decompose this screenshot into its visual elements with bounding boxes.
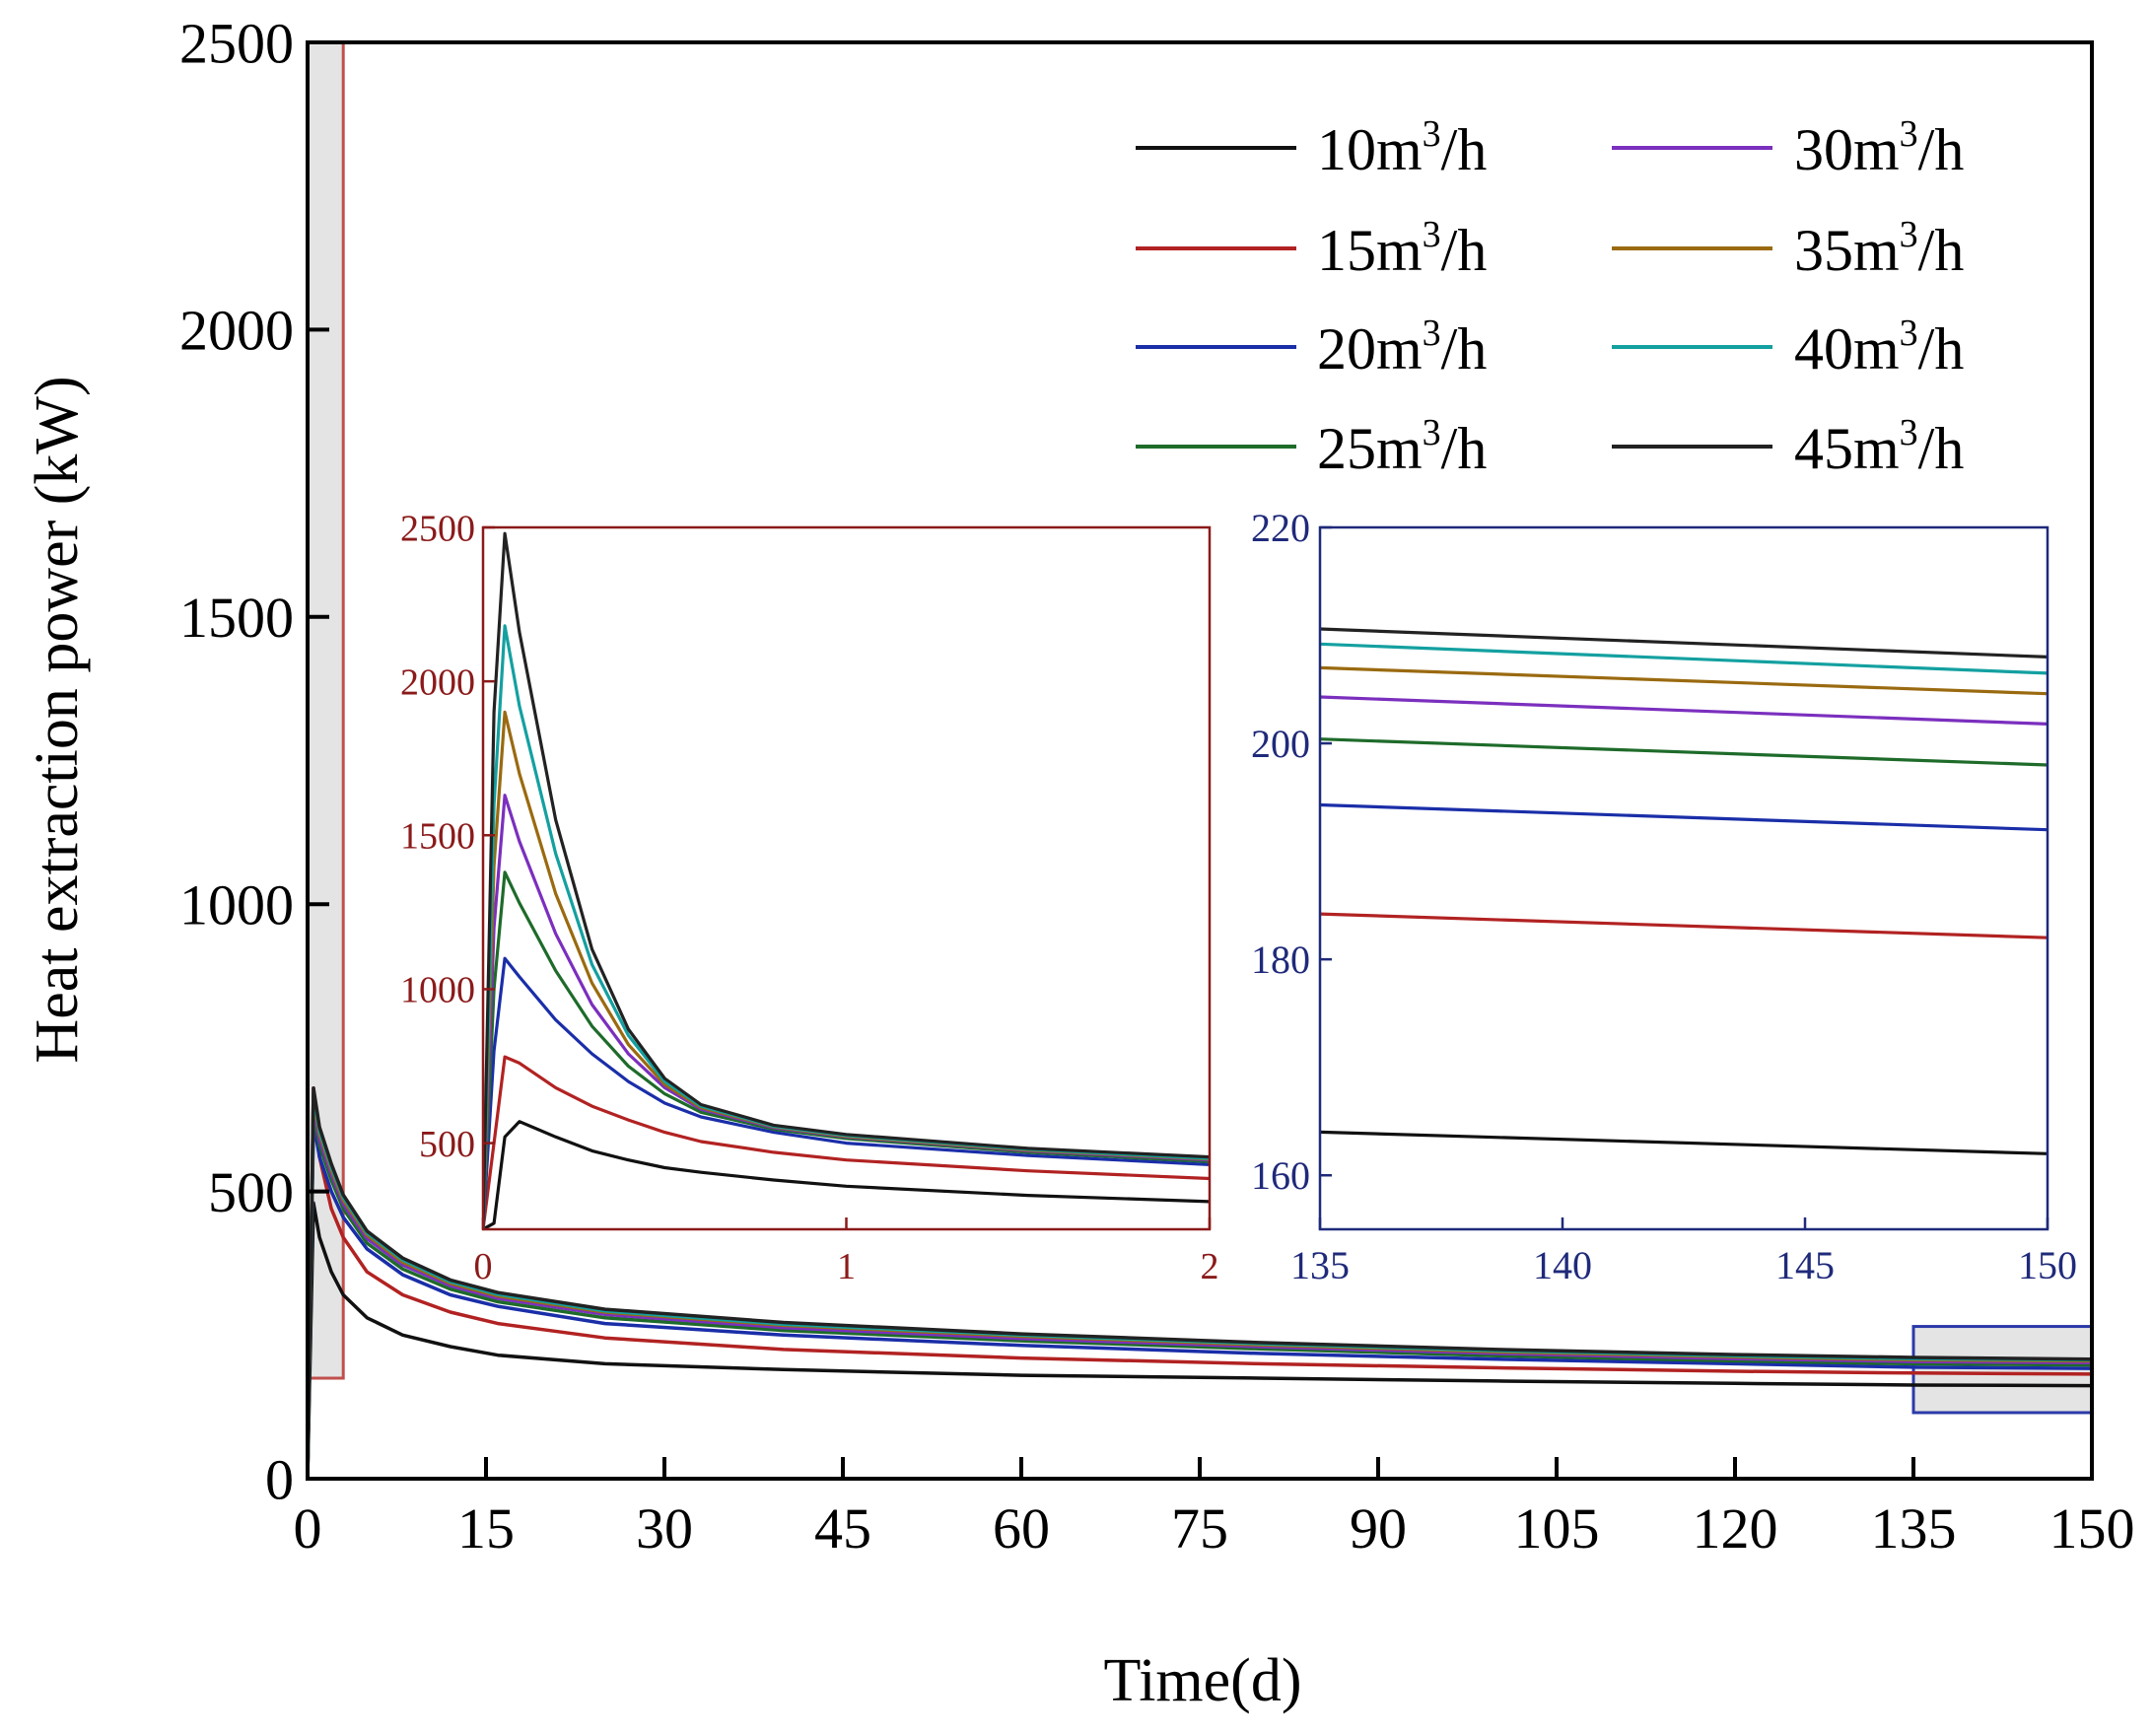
legend-item-30: 30m3/h	[1612, 113, 1964, 182]
x-tick-label: 90	[1350, 1496, 1407, 1561]
x-tick-label: 120	[1693, 1496, 1778, 1561]
legend-value: 15m	[1317, 218, 1423, 283]
plot-frame	[1318, 525, 2049, 1231]
legend-label: 45m3/h	[1794, 412, 1964, 481]
legend-item-35: 35m3/h	[1612, 214, 1964, 283]
legend-item-45: 45m3/h	[1612, 412, 1964, 481]
y-tick-label: 220	[1251, 506, 1310, 550]
x-tick-label: 75	[1171, 1496, 1228, 1561]
legend-sup: 3	[1900, 412, 1918, 453]
series-line-10m3-per-h	[308, 1201, 2092, 1479]
legend-value: 30m	[1794, 117, 1900, 182]
x-tick-label: 45	[814, 1496, 871, 1561]
legend-sup: 3	[1423, 214, 1441, 255]
legend-sup: 3	[1423, 113, 1441, 155]
y-tick-label: 2000	[179, 299, 294, 363]
x-tick-label: 0	[474, 1246, 493, 1287]
x-tick-label: 135	[1871, 1496, 1957, 1561]
series-group	[483, 531, 1210, 1229]
series-line-20m3-per-h	[308, 1120, 2092, 1479]
y-tick-label: 2000	[400, 661, 475, 703]
legend-label: 30m3/h	[1794, 113, 1964, 182]
y-tick-label: 2500	[179, 11, 294, 75]
x-tick-label: 15	[457, 1496, 515, 1561]
series-line-15m3-per-h	[1320, 912, 2048, 939]
legend-unit: /h	[1918, 416, 1965, 481]
x-tick-label: 150	[2018, 1243, 2077, 1287]
y-axis-title: Heat extraction power (kW)	[24, 376, 91, 1063]
x-tick-label: 145	[1775, 1243, 1835, 1287]
legend: 10m3/h15m3/h20m3/h25m3/h30m3/h35m3/h40m3…	[1136, 113, 1964, 481]
x-tick-label: 150	[2049, 1496, 2135, 1561]
legend-item-25: 25m3/h	[1136, 412, 1487, 481]
y-tick-label: 500	[419, 1124, 475, 1165]
series-line-30m3-per-h	[1320, 695, 2048, 726]
legend-value: 45m	[1794, 416, 1900, 481]
legend-label: 10m3/h	[1317, 113, 1487, 182]
legend-value: 10m	[1317, 117, 1423, 182]
series-line-40m3-per-h	[1320, 642, 2048, 675]
series-line-35m3-per-h	[1320, 665, 2048, 696]
plot-area	[483, 527, 1210, 1229]
series-line-45m3-per-h	[1320, 627, 2048, 659]
series-line-45m3-per-h	[483, 531, 1210, 1229]
x-tick-label: 60	[993, 1496, 1050, 1561]
x-tick-label: 1	[837, 1246, 856, 1287]
series-group	[1320, 627, 2048, 1155]
x-tick-label: 135	[1290, 1243, 1350, 1287]
legend-unit: /h	[1441, 218, 1488, 283]
legend-label: 25m3/h	[1317, 412, 1487, 481]
x-tick-label: 2	[1201, 1246, 1219, 1287]
legend-label: 35m3/h	[1794, 214, 1964, 283]
legend-label: 15m3/h	[1317, 214, 1487, 283]
series-line-10m3-per-h	[483, 1120, 1210, 1229]
x-tick-label: 105	[1514, 1496, 1600, 1561]
series-line-20m3-per-h	[483, 956, 1210, 1229]
y-tick-label: 1000	[400, 970, 475, 1011]
legend-unit: /h	[1918, 117, 1965, 182]
x-tick-label: 30	[636, 1496, 693, 1561]
y-tick-label: 1000	[179, 873, 294, 937]
legend-sup: 3	[1900, 113, 1918, 155]
x-tick-label: 140	[1533, 1243, 1592, 1287]
x-axis-title: Time(d)	[1104, 1647, 1302, 1714]
series-line-20m3-per-h	[1320, 802, 2048, 832]
legend-item-20: 20m3/h	[1136, 312, 1487, 382]
legend-unit: /h	[1918, 218, 1965, 283]
legend-value: 25m	[1317, 416, 1423, 481]
series-line-15m3-per-h	[483, 1055, 1210, 1229]
y-tick-label: 200	[1251, 722, 1310, 766]
legend-unit: /h	[1441, 117, 1488, 182]
inset-late-chart: 135 140 145 150 160 180 200 220	[1251, 506, 2077, 1287]
legend-value: 40m	[1794, 316, 1900, 382]
legend-sup: 3	[1423, 312, 1441, 354]
legend-value: 35m	[1794, 218, 1900, 283]
legend-unit: /h	[1441, 316, 1488, 382]
series-line-25m3-per-h	[308, 1109, 2092, 1479]
series-line-45m3-per-h	[308, 1085, 2092, 1479]
y-tick-label: 1500	[179, 586, 294, 650]
y-tick-label: 180	[1251, 937, 1310, 982]
legend-item-10: 10m3/h	[1136, 113, 1487, 182]
x-tick-label: 0	[294, 1496, 322, 1561]
legend-sup: 3	[1900, 312, 1918, 354]
y-tick-label: 500	[208, 1160, 294, 1224]
series-line-10m3-per-h	[1320, 1130, 2048, 1155]
y-tick-label: 1500	[400, 816, 475, 858]
series-line-25m3-per-h	[1320, 737, 2048, 767]
legend-sup: 3	[1423, 412, 1441, 453]
y-tick-label: 2500	[400, 508, 475, 549]
y-tick-label: 0	[265, 1447, 294, 1511]
legend-unit: /h	[1441, 416, 1488, 481]
legend-unit: /h	[1918, 316, 1965, 382]
legend-item-15: 15m3/h	[1136, 214, 1487, 283]
legend-label: 20m3/h	[1317, 312, 1487, 382]
legend-value: 20m	[1317, 316, 1423, 382]
y-tick-label: 160	[1251, 1153, 1310, 1198]
legend-sup: 3	[1900, 214, 1918, 255]
legend-label: 40m3/h	[1794, 312, 1964, 382]
legend-item-40: 40m3/h	[1612, 312, 1964, 382]
